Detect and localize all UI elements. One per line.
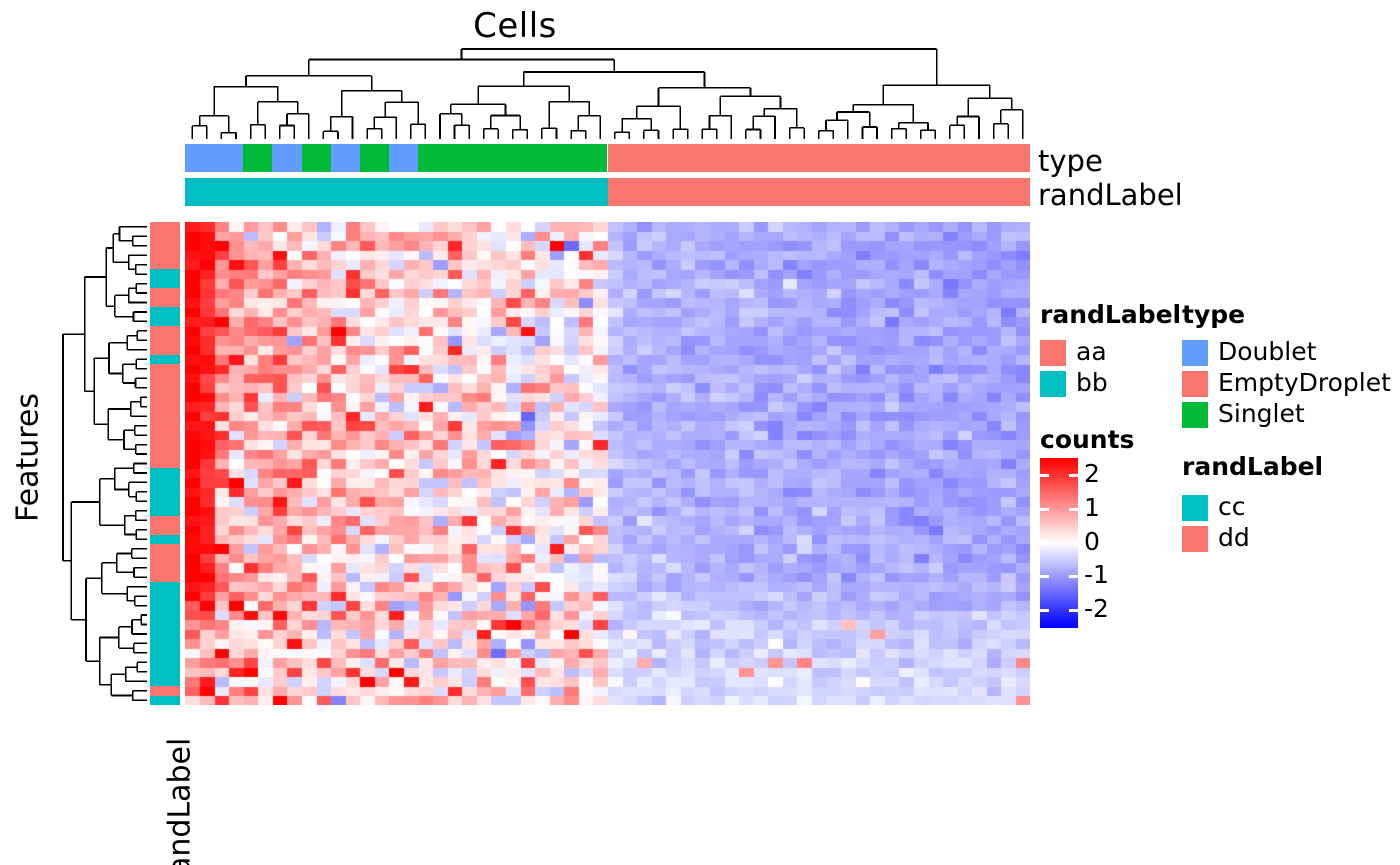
annotation-segment: [607, 178, 1030, 206]
legend-swatch: [1182, 402, 1208, 428]
colorbar-tick: [1069, 575, 1078, 579]
annotation-segment: [272, 144, 302, 172]
row-annotation-segment: [150, 288, 180, 308]
y-axis-label: Features: [10, 393, 46, 522]
colorbar-tick-label: 0: [1084, 526, 1100, 556]
legend-title-type: type: [1182, 300, 1246, 329]
page-title: Cells: [473, 6, 557, 46]
row-annotation-segment: [150, 354, 180, 365]
column-annotation-type-label: type: [1038, 144, 1103, 178]
legend-swatch: [1182, 495, 1208, 521]
legend-title-counts: counts: [1040, 425, 1135, 454]
colorbar-tick-label: 1: [1084, 492, 1100, 522]
column-annotation-randlabel: [185, 178, 1030, 206]
colorbar-tick-label: 2: [1084, 458, 1100, 488]
annotation-segment: [418, 144, 608, 172]
heatmap-body: [185, 222, 1030, 705]
annotation-segment: [330, 144, 360, 172]
colorbar: 2 1 0 -1 -2: [1040, 458, 1109, 628]
legend-swatch: [1182, 526, 1208, 552]
legend-swatch: [1182, 371, 1208, 397]
row-annotation-segment: [150, 326, 180, 355]
annotation-segment: [388, 144, 419, 172]
annotation-segment: [243, 144, 273, 172]
legend-title-randlabel-column: randLabel: [1040, 300, 1182, 329]
row-annotation-segment: [150, 534, 180, 544]
legend-label: cc: [1218, 492, 1246, 521]
annotation-segment: [301, 144, 331, 172]
legend-swatch: [1182, 340, 1208, 366]
colorbar-tick-label: -2: [1084, 594, 1109, 624]
colorbar-tick: [1069, 507, 1078, 511]
colorbar-tick: [1069, 473, 1078, 477]
column-annotation-randlabel-label: randLabel: [1038, 178, 1183, 212]
annotation-segment: [185, 144, 244, 172]
column-dendrogram: [185, 48, 1030, 140]
legend-randlabel-column: aa bb: [1040, 337, 1300, 402]
colorbar-tick: [1040, 609, 1049, 613]
row-annotation-segment: [150, 307, 180, 327]
row-dendrogram: [62, 222, 148, 705]
legend-label: Singlet: [1218, 399, 1305, 428]
colorbar-tick-label: -1: [1084, 560, 1109, 590]
row-annotation-segment: [150, 269, 180, 289]
colorbar-tick: [1069, 609, 1078, 613]
row-annotation-segment: [150, 364, 180, 469]
annotation-segment: [607, 144, 1030, 172]
legend-label: aa: [1076, 337, 1107, 366]
legend-swatch: [1040, 371, 1066, 397]
row-annotation-segment: [150, 544, 180, 582]
annotation-segment: [185, 178, 608, 206]
heatmap-canvas: [185, 222, 1030, 705]
colorbar-tick: [1040, 507, 1049, 511]
row-annotation-segment: [150, 468, 180, 516]
colorbar-tick: [1040, 473, 1049, 477]
legend-swatch: [1040, 340, 1066, 366]
dendrogram-svg: [62, 225, 147, 702]
row-annotation-randlabel: [150, 222, 180, 705]
annotation-segment: [359, 144, 389, 172]
colorbar-tick: [1040, 541, 1049, 545]
legend-label: EmptyDroplet: [1218, 368, 1391, 397]
row-annotation-segment: [150, 686, 180, 696]
legend-type: Doublet EmptyDroplet Singlet: [1182, 337, 1400, 433]
row-annotation-segment: [150, 515, 180, 535]
row-annotation-label: randLabel: [162, 737, 198, 865]
legend-label: dd: [1218, 523, 1250, 552]
row-annotation-segment: [150, 695, 180, 705]
legend-randlabel-row: cc dd: [1182, 492, 1400, 557]
dendrogram-svg: [191, 48, 1024, 139]
colorbar-tick: [1069, 541, 1078, 545]
colorbar-tick: [1040, 575, 1049, 579]
legend-label: Doublet: [1218, 337, 1317, 366]
column-annotation-type: [185, 144, 1030, 172]
legend-title-randlabel-row: randLabel: [1182, 452, 1324, 481]
row-annotation-segment: [150, 581, 180, 687]
row-annotation-segment: [150, 222, 180, 270]
legend-label: bb: [1076, 368, 1108, 397]
